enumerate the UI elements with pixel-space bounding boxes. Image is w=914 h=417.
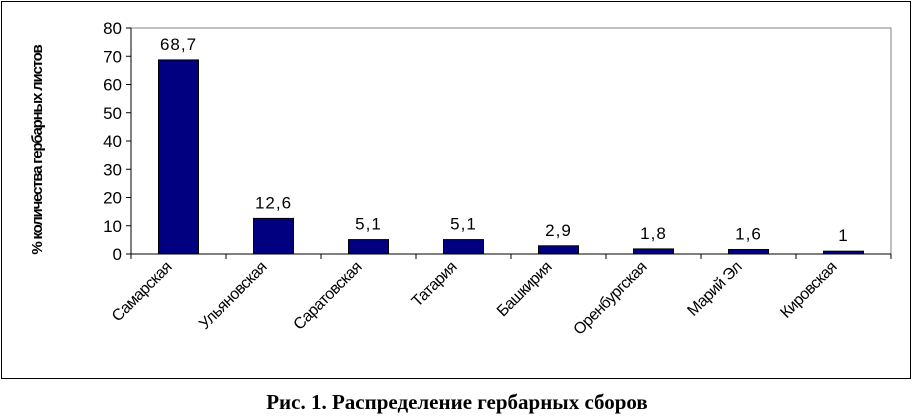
- data-label: 1,8: [640, 224, 667, 243]
- y-tick-label: 20: [103, 189, 122, 208]
- data-label: 2,9: [545, 221, 572, 240]
- category-label: Ульяновская: [196, 259, 270, 333]
- bar-7: [728, 248, 769, 255]
- y-axis-ticks: 0 10 20 30 40 50 60 70 80: [103, 19, 131, 264]
- y-tick-label: 50: [103, 104, 122, 123]
- bar-8: [823, 250, 864, 255]
- bar-2: [253, 217, 294, 255]
- y-tick-label: 70: [103, 47, 122, 66]
- category-labels: Самарская Ульяновская Саратовская Татария Ба…: [109, 259, 840, 339]
- data-label: 68,7: [160, 35, 197, 54]
- y-axis-title: % количества гербарных листов: [29, 44, 46, 254]
- bar-5: [538, 245, 579, 255]
- category-label: Татария: [409, 259, 461, 311]
- category-label: Кировская: [777, 259, 840, 322]
- y-tick-label: 0: [113, 245, 122, 264]
- chart-frame: [1, 1, 911, 379]
- data-label: 12,6: [255, 193, 292, 212]
- plot-area: [130, 27, 892, 255]
- y-tick-label: 40: [103, 132, 122, 151]
- data-labels: 68,7 12,6 5,1 5,1 2,9 1,8 1,6 1: [160, 35, 848, 245]
- category-label: Саратовская: [291, 259, 366, 334]
- bar-4: [443, 239, 484, 255]
- bar-chart: 0 10 20 30 40 50 60 70 80 68,7 12,6 5,1 5,1 2,9 1,8 1,…: [29, 19, 892, 339]
- y-tick-label: 60: [103, 76, 122, 95]
- bar-6: [633, 248, 674, 255]
- category-label: Оренбургская: [571, 259, 651, 339]
- category-label: Башкирия: [494, 259, 555, 320]
- x-axis-ticks: [130, 254, 892, 259]
- y-tick-label: 80: [103, 19, 122, 38]
- data-label: 1,6: [735, 224, 762, 243]
- data-label: 5,1: [355, 215, 382, 234]
- y-tick-label: 30: [103, 160, 122, 179]
- bar-1: [158, 59, 199, 255]
- category-label: Марий Эл: [684, 259, 745, 320]
- bar-3: [348, 239, 389, 255]
- y-tick-label: 10: [103, 217, 122, 236]
- bars: [158, 59, 864, 255]
- data-label: 1: [838, 226, 848, 245]
- figure-caption: Рис. 1. Распределение гербарных сборов: [266, 390, 648, 414]
- category-label: Самарская: [109, 259, 175, 325]
- data-label: 5,1: [450, 215, 477, 234]
